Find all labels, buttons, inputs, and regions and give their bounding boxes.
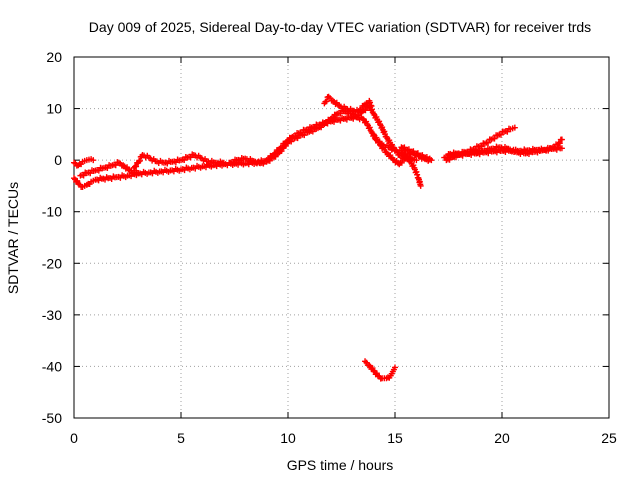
- data-point: [329, 97, 336, 104]
- series-sat-track-7: [370, 131, 435, 168]
- data-point-fill: [278, 148, 285, 155]
- data-point-fill: [504, 128, 511, 135]
- axis-tick-labels: 0 5 10 15 20 25 -50 -40 -30 -20 -10 0 10 20: [42, 49, 617, 446]
- data-point-fill: [446, 156, 453, 163]
- data-point: [370, 367, 377, 374]
- data-point: [389, 156, 396, 163]
- data-point-fill: [398, 159, 405, 166]
- x-tick-label: 10: [280, 430, 296, 446]
- data-point: [220, 159, 227, 166]
- data-point-fill: [187, 154, 194, 161]
- series-sat-track-2: [71, 156, 97, 169]
- data-point: [402, 147, 409, 154]
- y-tick-label: 20: [46, 49, 62, 65]
- data-point: [120, 162, 127, 169]
- series-sat-track-6: [321, 93, 375, 116]
- data-point-fill: [294, 135, 301, 142]
- data-point-fill: [497, 131, 504, 138]
- data-point-fill: [230, 159, 237, 166]
- data-point: [558, 136, 565, 143]
- y-tick-label: -50: [42, 410, 62, 426]
- data-point-fill: [181, 157, 188, 164]
- data-point-fill: [337, 110, 344, 117]
- data-point-fill: [272, 153, 279, 160]
- chart-title: Day 009 of 2025, Sidereal Day-to-day VTE…: [89, 19, 591, 35]
- x-tick-label: 15: [387, 430, 403, 446]
- data-point: [511, 124, 518, 131]
- series-sat-track-3: [77, 159, 142, 179]
- data-point-fill: [358, 106, 365, 113]
- series-sat-track-11: [445, 136, 565, 158]
- y-tick-label: 0: [54, 152, 62, 168]
- data-point-fill: [136, 157, 143, 164]
- data-point-fill: [133, 163, 140, 170]
- data-point-fill: [366, 124, 373, 131]
- data-point: [71, 175, 77, 182]
- data-point-fill: [367, 99, 374, 106]
- y-tick-label: -10: [42, 204, 62, 220]
- y-axis-label: SDTVAR / TECUs: [5, 182, 21, 294]
- x-axis-label: GPS time / hours: [287, 457, 394, 473]
- data-point-fill: [485, 139, 492, 146]
- data-point: [392, 364, 398, 371]
- data-point-fill: [323, 120, 330, 127]
- data-point-fill: [405, 153, 412, 160]
- series-sat-track-4: [130, 151, 227, 171]
- data-point: [558, 145, 565, 152]
- data-point: [377, 141, 384, 148]
- y-tick-label: -20: [42, 255, 62, 271]
- data-point-fill: [414, 171, 421, 178]
- plot-frame: [73, 56, 610, 419]
- y-tick-label: -30: [42, 307, 62, 323]
- data-point: [359, 115, 366, 122]
- data-point-fill: [318, 124, 325, 131]
- data-points: [71, 93, 565, 382]
- data-point-fill: [282, 142, 289, 149]
- data-point-fill: [112, 162, 119, 169]
- data-point: [366, 362, 373, 369]
- data-point-fill: [80, 172, 87, 179]
- data-point-fill: [330, 115, 337, 122]
- data-point-fill: [551, 144, 558, 151]
- data-point: [413, 157, 420, 164]
- data-point-fill: [301, 132, 308, 139]
- y-tick-label: -40: [42, 358, 62, 374]
- data-point: [389, 144, 396, 151]
- y-tick-label: 10: [46, 101, 62, 117]
- data-point: [417, 182, 424, 189]
- data-point-fill: [556, 140, 563, 147]
- grid: [74, 57, 609, 418]
- x-tick-label: 0: [70, 430, 78, 446]
- data-point: [135, 170, 142, 177]
- x-tick-label: 20: [494, 430, 510, 446]
- data-point-fill: [309, 128, 316, 135]
- data-point-fill: [491, 135, 498, 142]
- series-sat-track-8: [362, 358, 398, 382]
- data-point: [368, 102, 375, 109]
- x-tick-label: 5: [177, 430, 185, 446]
- x-tick-label: 25: [601, 430, 617, 446]
- data-point-fill: [413, 168, 420, 175]
- data-point: [90, 157, 97, 164]
- data-point-fill: [288, 138, 295, 145]
- data-point-fill: [266, 157, 273, 164]
